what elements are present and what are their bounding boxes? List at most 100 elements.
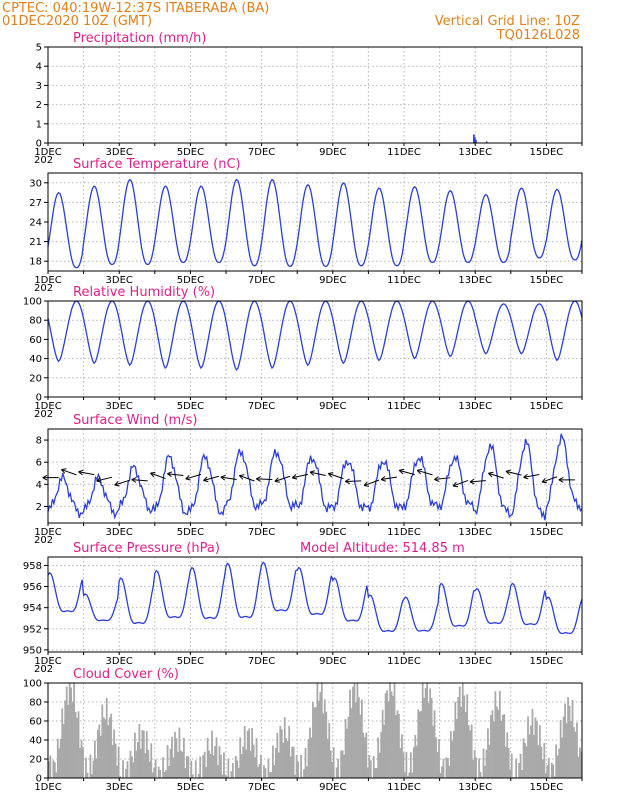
cloud-cover-bar xyxy=(377,737,380,778)
cloud-cover-bar xyxy=(82,747,84,778)
wind-direction-arrow xyxy=(328,473,344,480)
cloud-cover-bar xyxy=(510,753,513,778)
rh-ytick-label: 0 xyxy=(36,393,42,404)
cloud-cover-bar xyxy=(386,690,388,778)
cloud-cover-bar xyxy=(368,754,371,778)
cloud-cover-bar xyxy=(180,750,182,778)
temp-plot-border xyxy=(47,172,583,272)
wind-direction-arrow xyxy=(114,479,131,486)
cloud-cover-bar xyxy=(251,728,253,778)
rh-series-line xyxy=(47,300,583,372)
header-location: CPTEC: 040:19W-12:37S ITABERABA (BA) xyxy=(2,1,269,16)
wind-arrow-head xyxy=(42,477,48,481)
humidity-panel: Relative Humidity (%) 0 20 40 60 80 100 1DEC 3D… xyxy=(23,285,583,420)
cloud-cover-bar xyxy=(573,727,575,778)
wind-arrow-head xyxy=(220,476,226,481)
cloud-cover-bar xyxy=(205,767,208,778)
cloud-cover-bar xyxy=(197,773,200,778)
wind-arrow-head xyxy=(452,485,459,488)
cloud-cover-bar xyxy=(199,756,202,778)
wind-arrow-head xyxy=(488,472,493,478)
cloud-cover-bar xyxy=(267,758,270,778)
cloud-cover-bar xyxy=(390,691,393,778)
cloud-cover-bar xyxy=(473,750,476,778)
wind-arrow-head xyxy=(167,471,173,475)
temp-xtick-label: 13DEC xyxy=(458,275,492,286)
cloud-cover-bar xyxy=(184,768,187,778)
cloud-cover-bar xyxy=(134,732,136,778)
pres-xtick-label: 7DEC xyxy=(248,656,275,667)
cloud-ytick-label: 0 xyxy=(36,774,42,785)
wind-arrow-head xyxy=(417,468,423,471)
cloud-cover-bar xyxy=(276,732,279,778)
precip-ytick-label: 4 xyxy=(36,62,42,73)
cloud-cover-bar xyxy=(495,706,498,778)
temp-ytick-label: 21 xyxy=(29,237,42,248)
cloud-cover-bar xyxy=(530,725,532,778)
cloud-cover-bar xyxy=(132,762,135,778)
temp-series-line xyxy=(47,178,583,269)
cloud-cover-bar xyxy=(125,768,127,778)
cloud-cover-bar xyxy=(113,729,116,778)
cloud-cover-bar xyxy=(239,737,242,778)
cloud-cover-bar xyxy=(89,754,92,778)
cloud-cover-bar xyxy=(570,720,572,778)
cloud-cover-bar xyxy=(111,744,114,778)
cloud-cover-bar xyxy=(402,752,405,778)
cloud-cover-bar xyxy=(335,767,338,778)
wind-arrow-head xyxy=(380,479,386,482)
cloud-cover-bar xyxy=(415,745,418,778)
cloud-cover-bar xyxy=(108,717,111,778)
cloud-cover-bar xyxy=(254,757,256,778)
cloud-cover-bar xyxy=(346,728,348,778)
wind-direction-arrow xyxy=(185,473,202,480)
cloud-cover-bar xyxy=(571,699,574,778)
wind-arrow-head xyxy=(398,470,404,475)
cloud-cover-bar xyxy=(151,772,154,778)
cloud-cover-bar xyxy=(181,751,184,778)
cloud-cover-bar xyxy=(463,695,466,778)
cloud-cover-bar xyxy=(80,740,83,778)
wind-arrow-head xyxy=(345,478,350,482)
cloud-cover-bar xyxy=(280,729,283,778)
wind-xtick-label: 11DEC xyxy=(387,527,421,538)
cloud-cover-bar xyxy=(326,738,329,778)
cloud-cover-bar xyxy=(533,734,535,778)
temp-ytick-label: 30 xyxy=(29,178,42,189)
cloud-cover-bar xyxy=(52,760,55,778)
wind-arrow-head xyxy=(558,479,564,483)
wind-direction-arrow xyxy=(399,469,415,476)
wind-arrow-head xyxy=(256,478,261,482)
cloud-cover-bar xyxy=(331,761,334,778)
cloud-cover-bar xyxy=(300,754,302,778)
wind-plot-border xyxy=(47,428,583,524)
cloud-cover-bar xyxy=(67,704,70,778)
cloud-cover-bar xyxy=(214,746,216,778)
cloud-cover-bar xyxy=(436,752,439,778)
cloud-cover-bar xyxy=(432,725,434,778)
cloud-cover-bar xyxy=(398,713,400,778)
cloud-cover-bar xyxy=(316,683,319,778)
cloud-cover-bar xyxy=(208,750,210,778)
cloud-cover-bar xyxy=(190,760,193,778)
temp-ytick-label: 18 xyxy=(29,257,42,268)
cloud-cover-bar xyxy=(543,742,546,778)
cloud-cover-bar xyxy=(255,738,258,778)
cloud-cover-bar xyxy=(301,776,304,778)
cloud-cover-bar xyxy=(360,699,363,778)
wind-series-line xyxy=(47,433,583,521)
cloud-cover-bar xyxy=(56,738,59,778)
cloud-cover-bar xyxy=(536,720,538,778)
cloud-ytick-label: 60 xyxy=(29,717,42,728)
cloud-cover-bar xyxy=(356,683,359,778)
wind-arrow-head xyxy=(363,485,370,487)
wind-direction-arrow xyxy=(417,469,433,476)
cloud-cover-bar xyxy=(501,714,504,778)
pressure-series-line xyxy=(47,561,583,635)
cloud-cover-bar xyxy=(71,702,74,778)
precipitation-panel: Precipitation (mm/h) 0 1 2 3 4 5 1DEC 3DEC 5DEC 7… xyxy=(34,31,583,166)
cloud-cover-bar xyxy=(372,755,375,778)
cloud-cover-bar xyxy=(387,701,390,778)
cloud-cover-bar xyxy=(447,758,449,778)
